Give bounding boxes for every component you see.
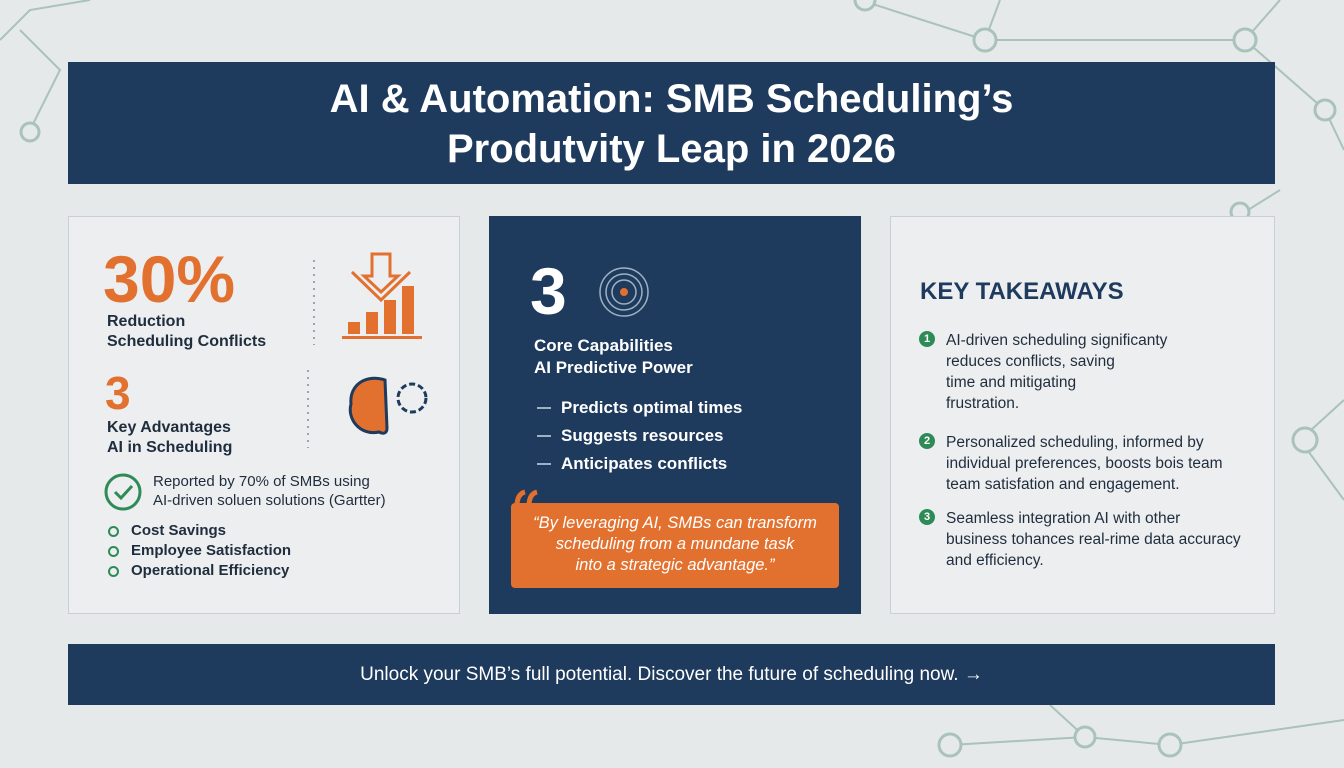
item-line: and efficiency. [946, 552, 1044, 569]
left-panel [68, 216, 460, 614]
item-text: Personalized scheduling, informed by indi… [946, 432, 1266, 495]
stat-value: 3 [105, 367, 131, 419]
label-line: Core Capabilities [534, 336, 673, 355]
item-line: time and mitigating [946, 374, 1077, 391]
bullet-text: Predicts optimal times [561, 398, 743, 417]
bullet-list: Predicts optimal times Suggests resources… [537, 394, 742, 478]
item-line: AI-driven scheduling significanty [946, 332, 1168, 349]
stat-label: Reduction Scheduling Conflicts [107, 312, 266, 352]
bullet-dot [108, 525, 119, 537]
label-line: AI Predictive Power [534, 358, 693, 377]
item-text: Seamless integration AI with other busine… [946, 508, 1266, 571]
arrow-icon [537, 435, 551, 437]
item-number: 2 [919, 433, 935, 449]
note-line: Reported by 70% of SMBs using [153, 473, 370, 490]
bullet-row: Employee Satisfaсtion [108, 541, 291, 561]
item-line: frustration. [946, 395, 1020, 412]
bullet-row: Anticipates conflicts [537, 450, 742, 478]
note: Reported by 70% of SMBs using AI-driven s… [153, 472, 386, 510]
bullet-row: Suggests resources [537, 422, 742, 450]
label-line: Reduction [107, 313, 186, 330]
stat-label: Key Advantages AI in Scheduling [107, 418, 232, 458]
bullet-row: Operational Efficiency [108, 561, 291, 581]
item-line: Personalized scheduling, informed by [946, 434, 1204, 451]
quote-line: into a strategic advantage.” [575, 556, 775, 574]
stat-value: 3 [530, 254, 567, 328]
quote-mark [514, 489, 538, 507]
note-line: AI-driven soluen solutions (Gartter) [153, 492, 386, 509]
label-line: AI in Scheduling [107, 439, 233, 456]
arrow-icon [537, 463, 551, 465]
item-text: AI-driven scheduling significanty reduces… [946, 330, 1266, 414]
item-line: Seamless integration AI with other [946, 510, 1181, 527]
bullet-row: Cost Savings [108, 521, 291, 541]
arrow-icon [537, 407, 551, 409]
bullet-text: Suggests resources [561, 426, 724, 445]
panel-title: KEY TAKEAWAYS [920, 278, 1124, 305]
label-line: Scheduling Conflicts [107, 333, 267, 350]
bullet-text: Employee Satisfaсtion [131, 542, 292, 559]
target-icon [599, 267, 649, 317]
title-line: AI & Automation: SMB Scheduling’s [329, 77, 1014, 121]
bullet-text: Anticipates conflicts [561, 454, 728, 473]
header: AI & Automation: SMB Scheduling’s Produt… [68, 62, 1275, 184]
bullet-row: Predicts optimal times [537, 394, 742, 422]
quote-line: scheduling from a mundane task [555, 535, 795, 553]
item-line: team satisfation and engagement. [946, 476, 1180, 493]
label-line: Key Advantages [107, 419, 231, 436]
right-panel [890, 216, 1275, 614]
left-icons [307, 252, 428, 448]
stat-label: Core Capabilities AI Predictive Power [534, 335, 693, 379]
item-line: reduces conflicts, saving [946, 353, 1115, 370]
stat-value: 30% [103, 242, 236, 316]
footer: Unlock your SMB’s full potential. Discov… [68, 644, 1275, 705]
quote-line: “By leveraging AI, SMBs can transform [533, 514, 817, 532]
check-icon [104, 473, 142, 511]
quote-box: “By leveraging AI, SMBs can transform sc… [511, 503, 839, 588]
bullet-dot [108, 565, 119, 577]
bullet-dot [108, 545, 119, 557]
bullet-list: Cost Savings Employee Satisfaсtion Operati… [108, 521, 291, 581]
item-number: 3 [919, 509, 935, 525]
item-number: 1 [919, 331, 935, 347]
item-line: individual preferences, boosts bois team [946, 455, 1223, 472]
title-line: Produtvity Leap in 2026 [446, 127, 897, 171]
item-line: business tohances real-rime data accurac… [946, 531, 1241, 548]
bullet-text: Cost Savings [131, 522, 227, 539]
bullet-text: Operational Efficiency [131, 562, 290, 579]
